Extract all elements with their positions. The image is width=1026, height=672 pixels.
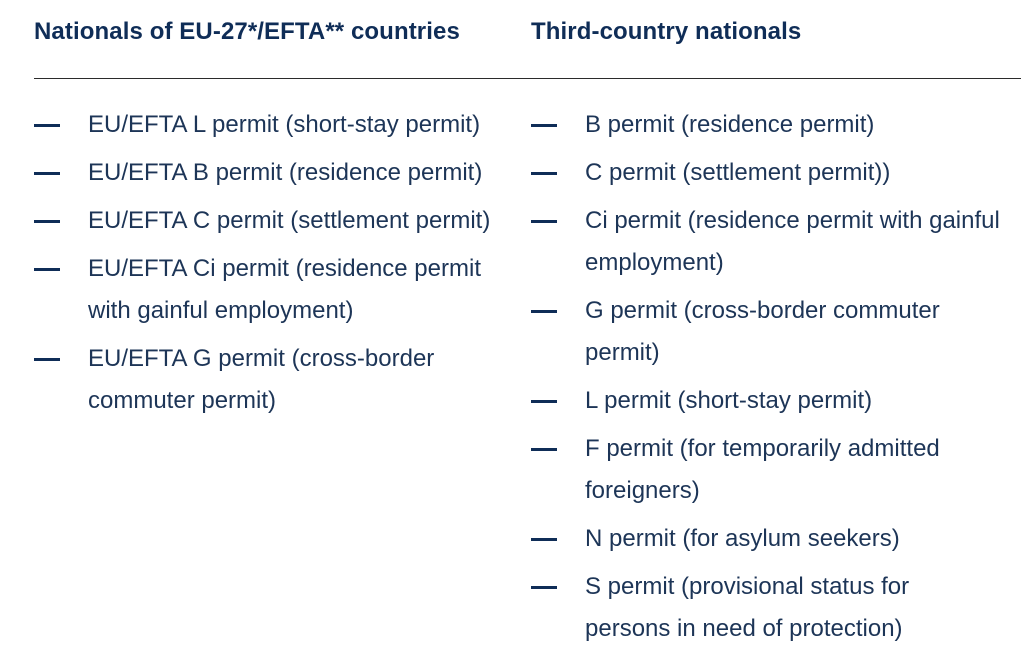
list-item: EU/EFTA L permit (short-stay permit) xyxy=(34,104,514,146)
dash-bullet-icon xyxy=(34,172,60,175)
permit-label: G permit (cross-border commuter permit) xyxy=(585,297,940,366)
list-item: C permit (settlement permit)) xyxy=(531,152,1001,194)
list-item: S permit (provisional status for persons… xyxy=(531,566,1001,650)
permit-label: L permit (short-stay permit) xyxy=(585,387,873,414)
permit-label: EU/EFTA L permit (short-stay permit) xyxy=(88,111,481,138)
permit-label: C permit (settlement permit)) xyxy=(585,159,891,186)
dash-bullet-icon xyxy=(34,358,60,361)
list-item: Ci permit (residence permit with gainful… xyxy=(531,200,1001,284)
dash-bullet-icon xyxy=(531,124,557,127)
third-country-header: Third-country nationals xyxy=(531,18,802,45)
header-divider xyxy=(34,78,1021,79)
dash-bullet-icon xyxy=(531,310,557,313)
dash-bullet-icon xyxy=(34,220,60,223)
dash-bullet-icon xyxy=(531,586,557,589)
permit-label: EU/EFTA C permit (settlement permit) xyxy=(88,207,491,234)
permit-label: EU/EFTA G permit (cross-border commuter … xyxy=(88,345,435,414)
permit-label: N permit (for asylum seekers) xyxy=(585,525,900,552)
dash-bullet-icon xyxy=(531,172,557,175)
permit-label: F permit (for temporarily admitted forei… xyxy=(585,435,940,504)
list-item: B permit (residence permit) xyxy=(531,104,1001,146)
list-item: EU/EFTA Ci permit (residence permit with… xyxy=(34,248,514,332)
list-item: EU/EFTA C permit (settlement permit) xyxy=(34,200,514,242)
dash-bullet-icon xyxy=(531,448,557,451)
permit-label: Ci permit (residence permit with gainful… xyxy=(585,207,1000,276)
list-item: L permit (short-stay permit) xyxy=(531,380,1001,422)
list-item: G permit (cross-border commuter permit) xyxy=(531,290,1001,374)
eu-efta-permit-list: EU/EFTA L permit (short-stay permit) EU/… xyxy=(34,104,514,428)
list-item: N permit (for asylum seekers) xyxy=(531,518,1001,560)
list-item: EU/EFTA G permit (cross-border commuter … xyxy=(34,338,514,422)
permit-label: EU/EFTA B permit (residence permit) xyxy=(88,159,483,186)
permit-label: EU/EFTA Ci permit (residence permit with… xyxy=(88,255,481,324)
list-item: F permit (for temporarily admitted forei… xyxy=(531,428,1001,512)
dash-bullet-icon xyxy=(531,400,557,403)
dash-bullet-icon xyxy=(531,220,557,223)
eu-efta-header: Nationals of EU-27*/EFTA** countries xyxy=(34,18,460,45)
permit-label: B permit (residence permit) xyxy=(585,111,875,138)
dash-bullet-icon xyxy=(34,124,60,127)
dash-bullet-icon xyxy=(34,268,60,271)
list-item: EU/EFTA B permit (residence permit) xyxy=(34,152,514,194)
permit-label: S permit (provisional status for persons… xyxy=(585,573,910,642)
third-country-permit-list: B permit (residence permit) C permit (se… xyxy=(531,104,1001,656)
dash-bullet-icon xyxy=(531,538,557,541)
